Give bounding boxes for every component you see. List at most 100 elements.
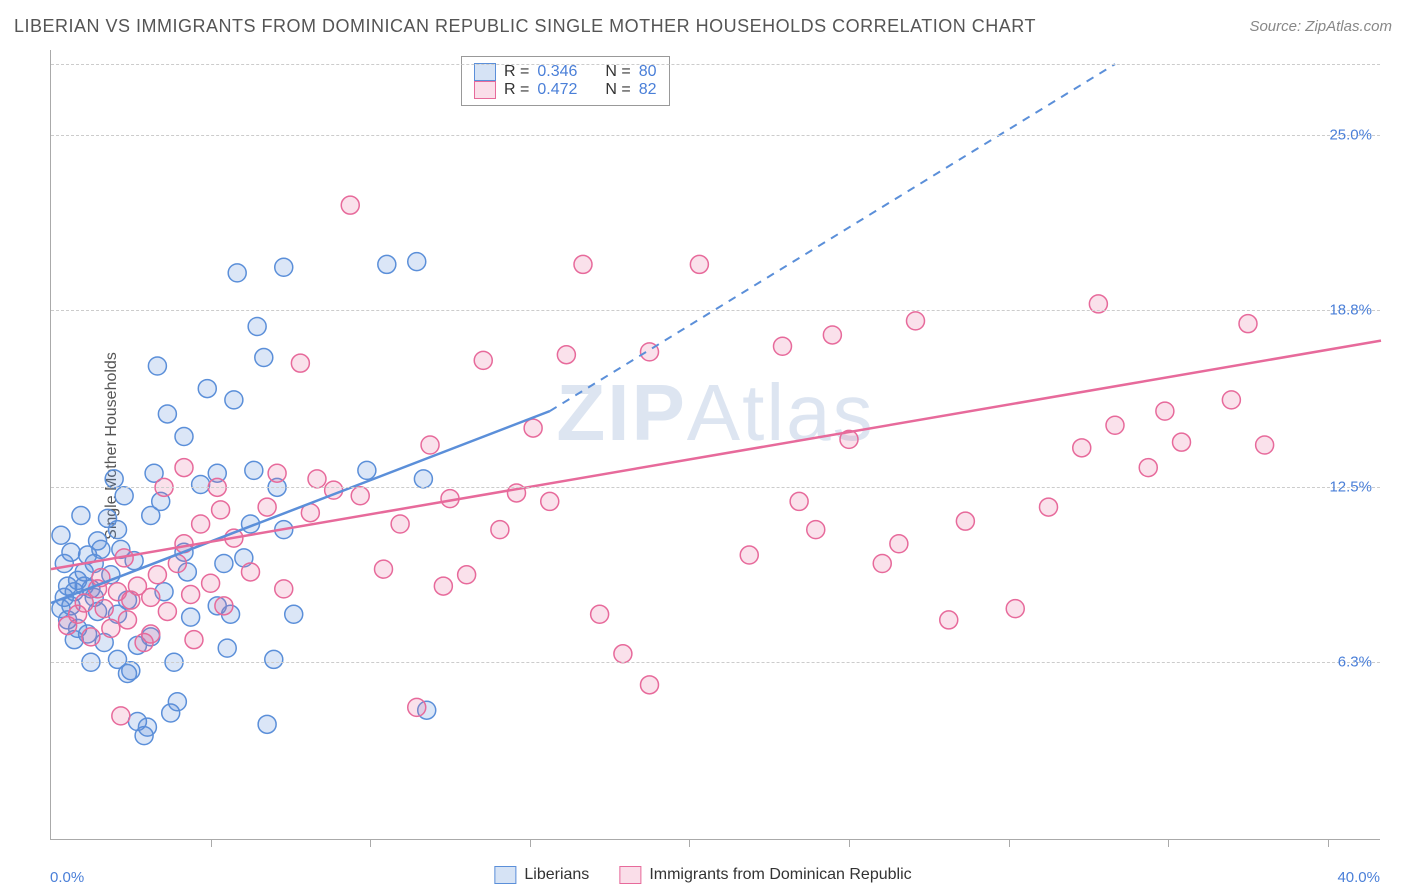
point xyxy=(75,594,93,612)
point xyxy=(1156,402,1174,420)
gridline xyxy=(51,310,1380,311)
point xyxy=(557,346,575,364)
point xyxy=(641,676,659,694)
point xyxy=(690,255,708,273)
point xyxy=(142,588,160,606)
point xyxy=(774,337,792,355)
point xyxy=(52,526,70,544)
point xyxy=(268,464,286,482)
point xyxy=(308,470,326,488)
point xyxy=(198,380,216,398)
point xyxy=(907,312,925,330)
point xyxy=(524,419,542,437)
source-label: Source: ZipAtlas.com xyxy=(1249,18,1392,35)
y-tick-label: 6.3% xyxy=(1338,654,1372,671)
y-tick-label: 18.8% xyxy=(1329,301,1372,318)
point xyxy=(1006,600,1024,618)
trend-line-extrapolation xyxy=(550,64,1115,411)
point xyxy=(1106,416,1124,434)
point xyxy=(890,535,908,553)
point xyxy=(148,566,166,584)
point xyxy=(265,650,283,668)
correlation-chart: LIBERIAN VS IMMIGRANTS FROM DOMINICAN RE… xyxy=(0,0,1406,892)
n-label: N = xyxy=(605,63,630,81)
point xyxy=(291,354,309,372)
point xyxy=(118,611,136,629)
r-label: R = xyxy=(504,81,529,99)
chart-title: LIBERIAN VS IMMIGRANTS FROM DOMINICAN RE… xyxy=(14,16,1036,37)
point xyxy=(1222,391,1240,409)
point xyxy=(391,515,409,533)
point xyxy=(202,574,220,592)
x-tick xyxy=(1009,839,1010,847)
legend-item: Immigrants from Dominican Republic xyxy=(619,866,911,884)
point xyxy=(1139,459,1157,477)
y-tick-label: 25.0% xyxy=(1329,126,1372,143)
x-tick xyxy=(211,839,212,847)
point xyxy=(351,487,369,505)
point xyxy=(258,498,276,516)
point xyxy=(228,264,246,282)
point xyxy=(956,512,974,530)
point xyxy=(1239,315,1257,333)
point xyxy=(175,428,193,446)
legend-item: Liberians xyxy=(494,866,589,884)
point xyxy=(89,532,107,550)
r-value: 0.472 xyxy=(537,81,577,99)
point xyxy=(358,461,376,479)
point xyxy=(574,255,592,273)
point xyxy=(375,560,393,578)
point xyxy=(105,470,123,488)
point xyxy=(491,521,509,539)
point xyxy=(591,605,609,623)
point xyxy=(341,196,359,214)
point xyxy=(378,255,396,273)
n-value: 82 xyxy=(639,81,657,99)
legend-swatch xyxy=(474,81,496,99)
point xyxy=(55,555,73,573)
point xyxy=(258,715,276,733)
x-tick xyxy=(849,839,850,847)
x-tick xyxy=(530,839,531,847)
point xyxy=(185,631,203,649)
point xyxy=(112,707,130,725)
point xyxy=(255,349,273,367)
point xyxy=(218,639,236,657)
stats-legend-row: R = 0.346 N = 80 xyxy=(474,63,657,81)
legend-swatch xyxy=(474,63,496,81)
gridline xyxy=(51,487,1380,488)
point xyxy=(72,507,90,525)
point xyxy=(182,608,200,626)
x-tick xyxy=(1168,839,1169,847)
legend-label: Liberians xyxy=(524,866,589,884)
point xyxy=(275,258,293,276)
x-tick xyxy=(370,839,371,847)
point xyxy=(118,665,136,683)
point xyxy=(823,326,841,344)
point xyxy=(138,718,156,736)
point xyxy=(225,391,243,409)
point xyxy=(182,586,200,604)
x-tick xyxy=(689,839,690,847)
point xyxy=(614,645,632,663)
y-tick-label: 12.5% xyxy=(1329,479,1372,496)
point xyxy=(248,318,266,336)
point xyxy=(215,597,233,615)
point xyxy=(740,546,758,564)
scatter-svg xyxy=(51,50,1380,839)
point xyxy=(102,619,120,637)
point xyxy=(168,693,186,711)
point xyxy=(175,459,193,477)
point xyxy=(541,492,559,510)
point xyxy=(408,253,426,271)
point xyxy=(434,577,452,595)
legend-swatch xyxy=(619,866,641,884)
series-legend: Liberians Immigrants from Dominican Repub… xyxy=(494,866,911,884)
point xyxy=(245,461,263,479)
legend-swatch xyxy=(494,866,516,884)
point xyxy=(873,555,891,573)
gridline xyxy=(51,64,1380,65)
gridline xyxy=(51,135,1380,136)
point xyxy=(158,602,176,620)
n-label: N = xyxy=(605,81,630,99)
